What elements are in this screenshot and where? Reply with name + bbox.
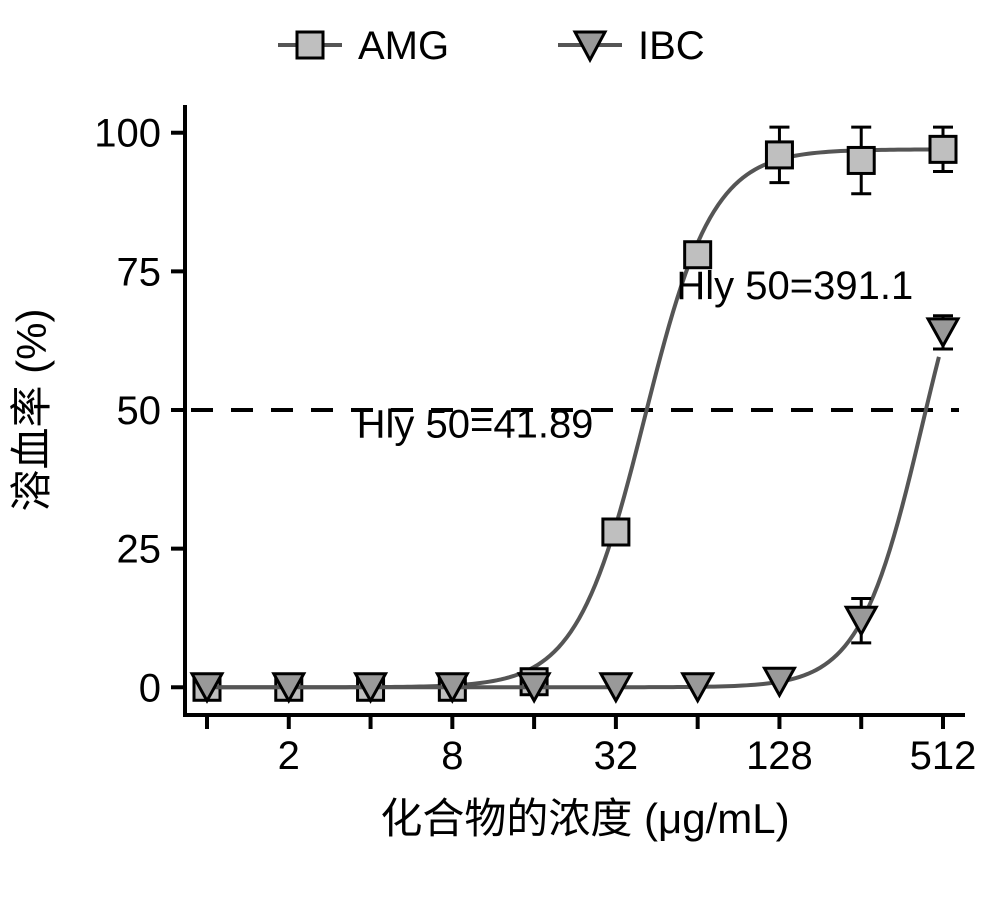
marker-triangle-down (928, 319, 958, 346)
y-axis-label: 溶血率 (%) (8, 309, 55, 512)
marker-square (930, 136, 956, 162)
y-tick-label: 50 (117, 389, 162, 433)
y-tick-label: 25 (117, 528, 162, 572)
legend-marker-square (297, 32, 323, 58)
x-axis-label: 化合物的浓度 (μg/mL) (380, 795, 789, 842)
marker-triangle-down (846, 607, 876, 634)
annotation-text: Hly 50=41.89 (357, 403, 594, 447)
x-tick-label: 8 (441, 734, 463, 778)
annotation-text: Hly 50=391.1 (676, 264, 913, 308)
x-tick-label: 128 (746, 734, 813, 778)
y-tick-label: 100 (94, 112, 161, 156)
marker-square (848, 147, 874, 173)
legend-label: IBC (638, 24, 705, 68)
legend-label: AMG (358, 24, 449, 68)
y-tick-label: 0 (139, 666, 161, 710)
marker-square (766, 142, 792, 168)
marker-square (603, 519, 629, 545)
x-tick-label: 32 (594, 734, 639, 778)
y-tick-label: 75 (117, 250, 162, 294)
hemolysis-chart: 0 25 50 75 100 溶血率 (%) 2 8 32 128 512 化合物的浓度 (μg/mL… (0, 0, 1000, 906)
x-tick-label: 2 (278, 734, 300, 778)
x-tick-label: 512 (910, 734, 977, 778)
